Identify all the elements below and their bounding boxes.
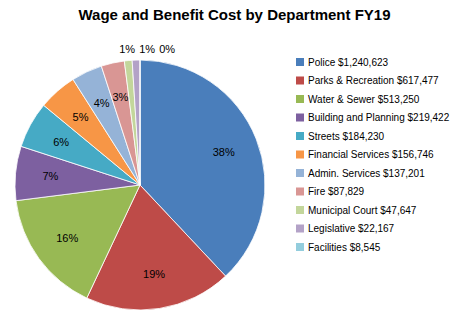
legend-label: Water & Sewer $513,250 [308, 94, 420, 105]
legend-label: Fire $87,829 [308, 186, 365, 197]
legend-item: Streets $184,230 [296, 131, 385, 142]
legend-label: Financial Services $156,746 [308, 149, 434, 160]
chart: Wage and Benefit Cost by Department FY19… [0, 0, 469, 325]
data-label: 16% [56, 232, 78, 244]
data-label: 3% [112, 91, 128, 103]
slice [101, 61, 140, 185]
legend-swatch [296, 151, 304, 159]
legend-label: Municipal Court $47,647 [308, 205, 417, 216]
slice [124, 60, 140, 185]
legend-item: Admin. Services $137,201 [296, 168, 425, 179]
legend-swatch [296, 188, 304, 196]
legend-item: Facilities $8,545 [296, 242, 381, 253]
legend-label: Police $1,240,623 [308, 57, 389, 68]
legend-swatch [296, 58, 304, 66]
data-label: 6% [53, 135, 69, 147]
legend-label: Legislative $22,167 [308, 223, 395, 234]
legend-swatch [296, 77, 304, 85]
legend-label: Streets $184,230 [308, 131, 385, 142]
slice [16, 185, 140, 298]
data-label: 5% [73, 111, 89, 123]
legend: Police $1,240,623 Parks & Recreation $617… [296, 57, 450, 253]
legend-item: Fire $87,829 [296, 186, 365, 197]
pie: 38% 19% 16% 7% 6% 5% 4%3% 1% 1% 0% [15, 43, 265, 310]
legend-item: Legislative $22,167 [296, 223, 395, 234]
legend-label: Building and Planning $219,422 [308, 112, 450, 123]
legend-item: Water & Sewer $513,250 [296, 94, 420, 105]
data-label: 1% [139, 43, 155, 55]
legend-swatch [296, 114, 304, 122]
legend-item: Building and Planning $219,422 [296, 112, 450, 123]
data-label: 0% [159, 43, 175, 55]
legend-label: Parks & Recreation $617,477 [308, 75, 439, 86]
legend-item: Municipal Court $47,647 [296, 205, 417, 216]
legend-swatch [296, 206, 304, 214]
legend-swatch [296, 169, 304, 177]
legend-swatch [296, 243, 304, 251]
legend-swatch [296, 95, 304, 103]
data-label: 7% [42, 170, 58, 182]
legend-label: Admin. Services $137,201 [308, 168, 425, 179]
data-label: 1% [119, 43, 135, 55]
data-label: 4% [94, 97, 110, 109]
legend-item: Police $1,240,623 [296, 57, 389, 68]
legend-item: Financial Services $156,746 [296, 149, 434, 160]
legend-swatch [296, 132, 304, 140]
slice [140, 60, 141, 185]
title: Wage and Benefit Cost by Department FY19 [79, 6, 391, 23]
legend-swatch [296, 225, 304, 233]
legend-item: Parks & Recreation $617,477 [296, 75, 439, 86]
slice [132, 60, 140, 185]
data-label: 38% [213, 146, 235, 158]
data-label: 19% [143, 268, 165, 280]
legend-label: Facilities $8,545 [308, 242, 381, 253]
